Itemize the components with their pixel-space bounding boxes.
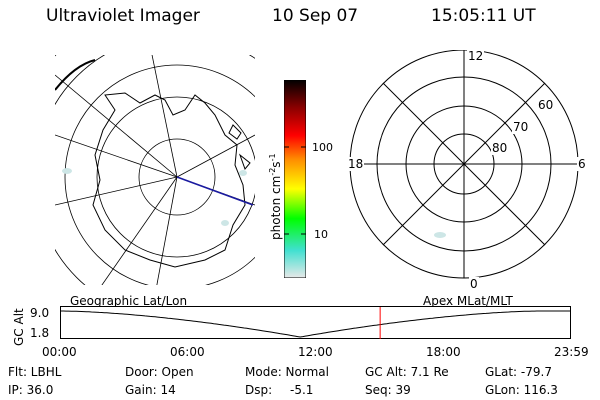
coastline [92,92,246,268]
colorbar-tick-100: 100 [312,141,333,154]
lat-circle [138,138,216,216]
aurora-blob [239,170,247,176]
timeline-xtick-1200: 12:00 [298,345,333,359]
mode-status: Mode: Normal [245,365,329,379]
aurora-blob [62,168,72,174]
unit-exponent: -1 [268,153,277,162]
geographic-panel-label: Geographic Lat/Lon [70,294,188,308]
mlat-label-60: 60 [537,98,555,112]
gc-alt-status: GC Alt: 7.1 Re [365,365,449,379]
timeline-ytick-high: 9.0 [30,306,50,320]
colorbar-tick-10: 10 [314,228,328,241]
altitude-curve [61,310,570,338]
lat-circle [64,64,255,285]
timeline-frame [60,306,571,339]
meridian [55,134,178,178]
mlt-label-0: 0 [469,277,479,291]
apex-polar-plot [349,50,579,279]
unit-text: photon cm [269,175,283,240]
aurora-blob [221,220,229,226]
terminator-line [176,176,254,206]
timeline-xtick-0600: 06:00 [170,345,205,359]
apex-panel-label: Apex MLat/MLT [423,294,513,308]
gain-status: Gain: 14 [125,383,176,397]
aurora-blob [434,232,446,238]
mlt-label-18: 18 [347,157,365,171]
mlat-label-80: 80 [491,141,509,155]
filter-status: Flt: LBHL [8,365,62,379]
mlt-diagonal [382,82,546,246]
meridian [55,176,178,206]
timeline-plot [60,306,571,339]
time-label: 15:05:11 UT [431,6,536,26]
meridian [55,74,178,178]
unit-exponent: -2 [268,167,277,176]
ip-status: IP: 36.0 [8,383,54,397]
meridian [156,176,178,285]
dsp-status-value: -5.1 [290,383,314,397]
sequence-status: Seq: 39 [365,383,411,397]
glon-status: GLon: 116.3 [485,383,558,397]
timeline-ylabel: GC Alt [12,308,26,346]
geographic-map [55,55,255,285]
colorbar-gradient [283,79,307,279]
meridian [101,176,178,285]
timeline-xtick-0000: 00:00 [42,345,77,359]
timeline-xtick-1800: 18:00 [426,345,461,359]
instrument-title: Ultraviolet Imager [46,6,200,26]
meridian [176,134,255,178]
meridian [151,55,178,178]
mlt-label-6: 6 [577,157,587,171]
view-edge [55,59,96,91]
door-status: Door: Open [125,365,194,379]
timeline-xtick-2359: 23:59 [554,345,589,359]
unit-text: s [269,161,283,168]
dsp-status-label: Dsp: [245,383,273,397]
timeline-ytick-low: 1.8 [30,326,50,340]
mlt-label-12: 12 [467,49,485,63]
colorbar-unit-label: photon cm-2s-1 [268,153,283,240]
coastline [228,124,251,170]
date-label: 10 Sep 07 [272,6,359,26]
glat-status: GLat: -79.7 [485,365,552,379]
lat-circle [96,96,255,258]
mlat-label-70: 70 [512,120,530,134]
colorbar [283,79,307,279]
